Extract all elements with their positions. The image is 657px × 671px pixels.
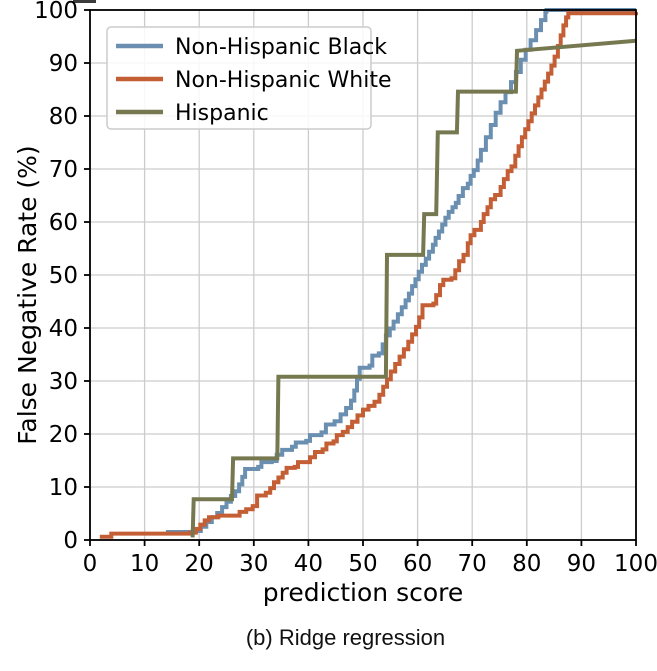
y-tick-label: 50: [49, 263, 78, 289]
y-tick-label: 40: [49, 316, 78, 342]
y-tick-label: 30: [49, 369, 78, 395]
x-tick-label: 90: [567, 551, 596, 577]
crop-artifact: [73, 0, 96, 3]
y-tick-label: 60: [49, 210, 78, 236]
y-tick-label: 10: [49, 475, 78, 501]
curve-hispanic: [190, 38, 637, 538]
x-tick-label: 100: [614, 551, 657, 577]
y-axis-label: False Negative Rate (%): [13, 145, 42, 445]
legend-label: Non-Hispanic Black: [175, 35, 387, 60]
legend-label: Non-Hispanic White: [175, 68, 391, 93]
x-tick-label: 20: [185, 551, 214, 577]
y-tick-label: 70: [49, 157, 78, 183]
x-tick-label: 40: [294, 551, 323, 577]
x-tick-label: 0: [83, 551, 98, 577]
figure-caption: (b) Ridge regression: [245, 625, 446, 650]
y-tick-label: 20: [49, 422, 78, 448]
x-tick-label: 60: [403, 551, 432, 577]
legend-label: Hispanic: [175, 101, 269, 126]
x-tick-label: 10: [130, 551, 159, 577]
curve-non-hispanic-black: [165, 8, 636, 534]
y-tick-label: 0: [63, 528, 78, 554]
legend-box: [106, 26, 372, 130]
x-tick-label: 70: [458, 551, 487, 577]
x-tick-label: 80: [512, 551, 541, 577]
x-axis-label: prediction score: [262, 578, 464, 607]
fnr-chart: 0 10 20 30 40 50 60 70 80 90 100 0 10 20 30 40 50 60 70 80 9…: [34, 0, 657, 577]
x-tick-label: 30: [239, 551, 268, 577]
curve-non-hispanic-white: [99, 11, 638, 539]
y-tick-label: 100: [34, 0, 78, 24]
x-tick-label: 50: [348, 551, 377, 577]
y-tick-label: 90: [49, 51, 78, 77]
y-tick-label: 80: [49, 104, 78, 130]
